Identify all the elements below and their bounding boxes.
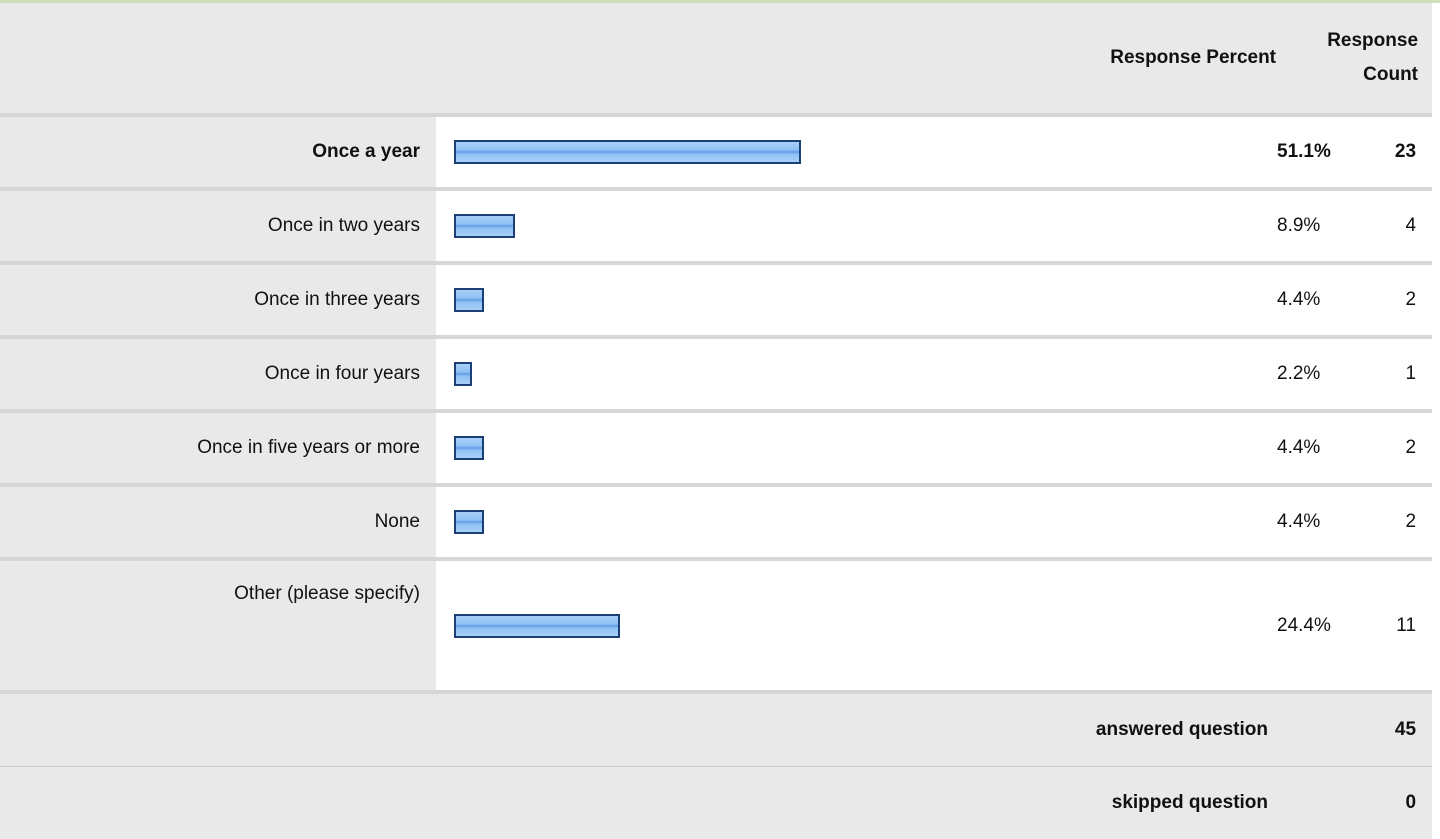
bar-cell [436,485,1276,559]
answered-question-value: 45 [1276,692,1432,767]
response-bar [454,510,484,534]
response-bar [454,288,484,312]
skipped-question-value: 0 [1276,767,1432,839]
response-bar [454,140,801,164]
answered-question-label: answered question [0,692,1276,767]
header-count: Response Count [1276,3,1432,115]
answer-label: Once a year [0,115,436,189]
header-row: Response Percent Response Count [0,3,1432,115]
answer-row: Other (please specify)24.4%11 [0,559,1432,692]
bar-cell [436,263,1276,337]
response-bar [454,436,484,460]
answer-label: None [0,485,436,559]
bar-cell [436,411,1276,485]
survey-results-table: Response Percent Response Count Once a y… [0,3,1432,839]
response-bar [454,214,515,238]
header-percent: Response Percent [436,3,1276,115]
bar-cell [436,115,1276,189]
answer-label: Once in three years [0,263,436,337]
skipped-question-label: skipped question [0,767,1276,839]
response-bar [454,362,472,386]
bar-cell [436,559,1276,692]
bar-cell [436,337,1276,411]
answer-label: Once in two years [0,189,436,263]
bar-cell [436,189,1276,263]
answer-label: Once in five years or more [0,411,436,485]
header-blank [0,3,436,115]
survey-results: Response Percent Response Count Once a y… [0,0,1440,813]
answer-label: Once in four years [0,337,436,411]
answer-label: Other (please specify) [0,559,436,692]
response-bar [454,614,620,638]
